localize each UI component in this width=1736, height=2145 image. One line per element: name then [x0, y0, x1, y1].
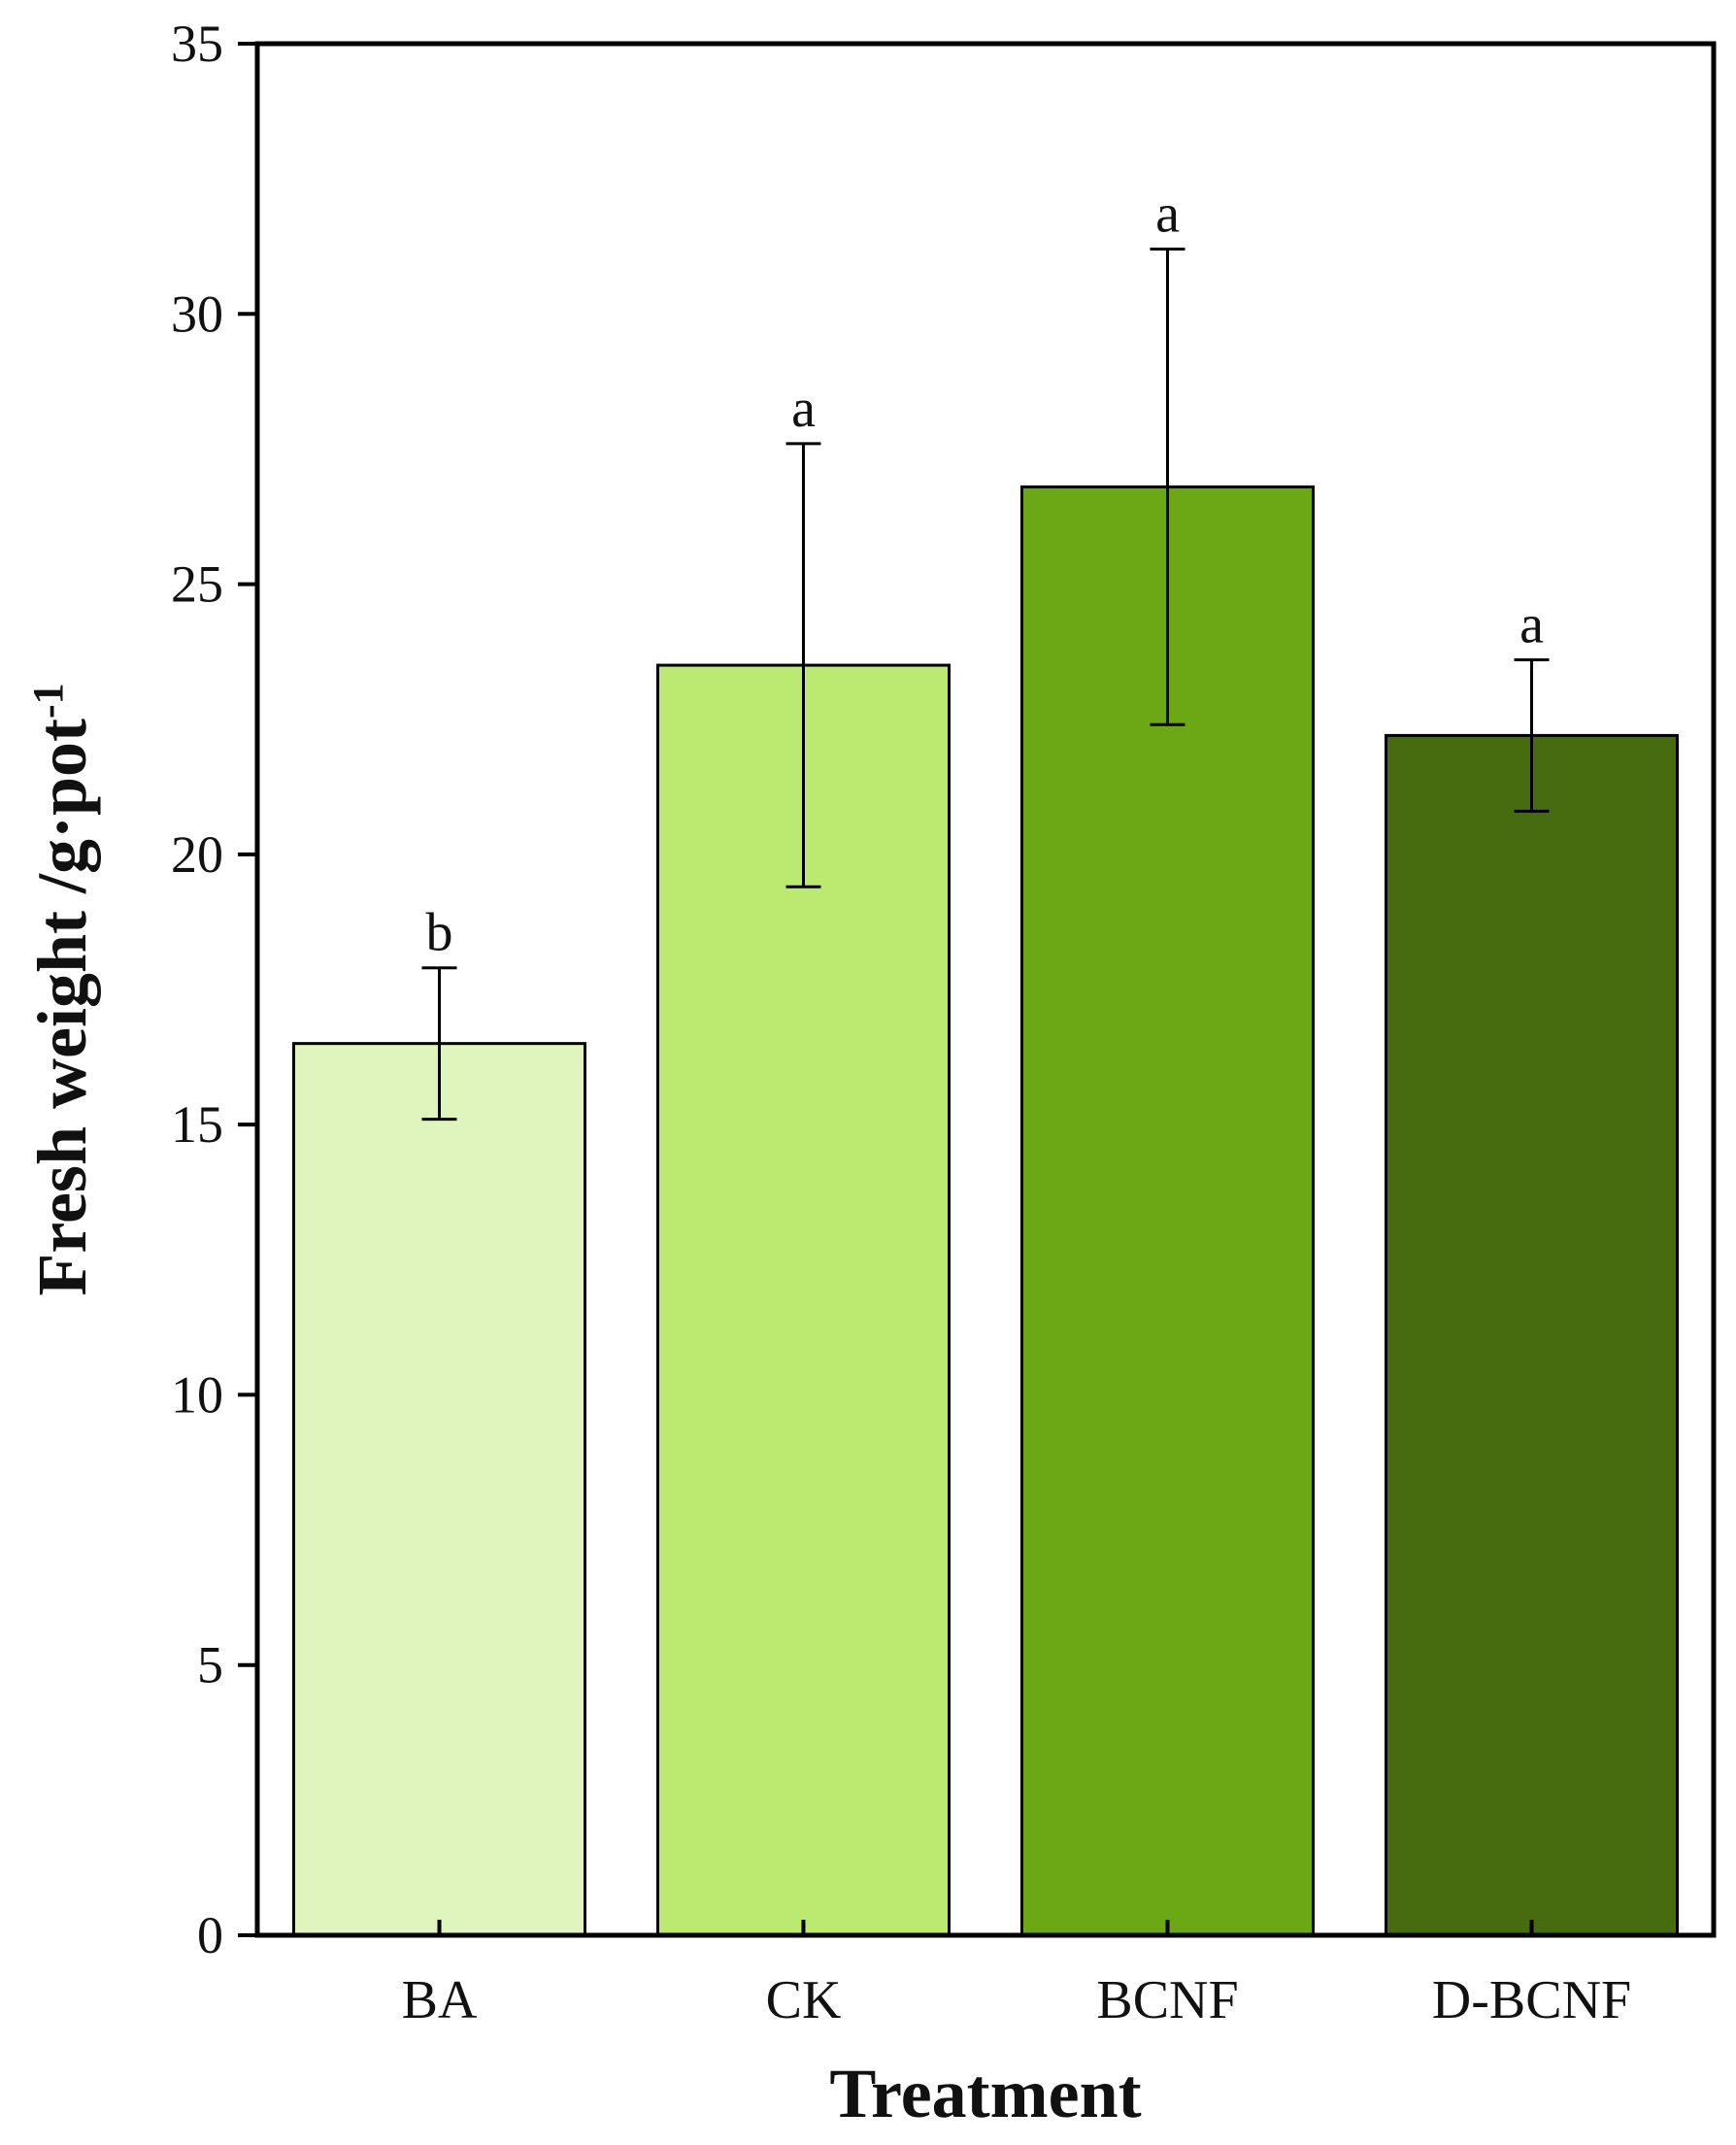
x-axis-ticks [437, 1920, 1534, 1935]
y-tick-label-10: 10 [171, 1365, 223, 1424]
y-tick-label-30: 30 [171, 285, 223, 343]
bar-bcnf [1020, 485, 1315, 1937]
plot-frame [254, 41, 1717, 1938]
significance-label-ck: a [791, 379, 816, 439]
y-axis-title-superscript: -1 [24, 683, 72, 719]
y-tick-label-15: 15 [171, 1095, 223, 1154]
y-tick-label-20: 20 [171, 825, 223, 884]
x-axis-title: Treatment [829, 2055, 1141, 2132]
y-tick-label-35: 35 [171, 15, 223, 73]
bar-d-bcnf [1385, 733, 1679, 1937]
significance-label-d-bcnf: a [1519, 594, 1544, 654]
y-axis-title: Fresh weight /g·pot-1 [23, 683, 101, 1295]
y-tick-label-25: 25 [171, 555, 223, 614]
y-tick-label-0: 0 [197, 1906, 223, 1964]
y-axis-title-main: Fresh weight /g·pot [23, 719, 101, 1296]
x-tick-label-d-bcnf: D-BCNF [1432, 1970, 1631, 2030]
error-bars-layer [421, 247, 1550, 1122]
x-tick-label-ba: BA [402, 1970, 478, 2030]
labels-layer: BA b CK a BCNF a D-BCNF a 0 5 10 15 20 25 30 35 [171, 15, 1631, 2030]
y-tick-label-5: 5 [197, 1636, 223, 1694]
bars-layer [292, 485, 1679, 1937]
y-axis-ticks [238, 42, 257, 1937]
x-tick-label-ck: CK [766, 1970, 842, 2030]
significance-label-bcnf: a [1155, 184, 1180, 244]
significance-label-ba: b [426, 903, 453, 963]
x-tick-label-bcnf: BCNF [1096, 1970, 1238, 2030]
bar-ba [292, 1042, 586, 1937]
